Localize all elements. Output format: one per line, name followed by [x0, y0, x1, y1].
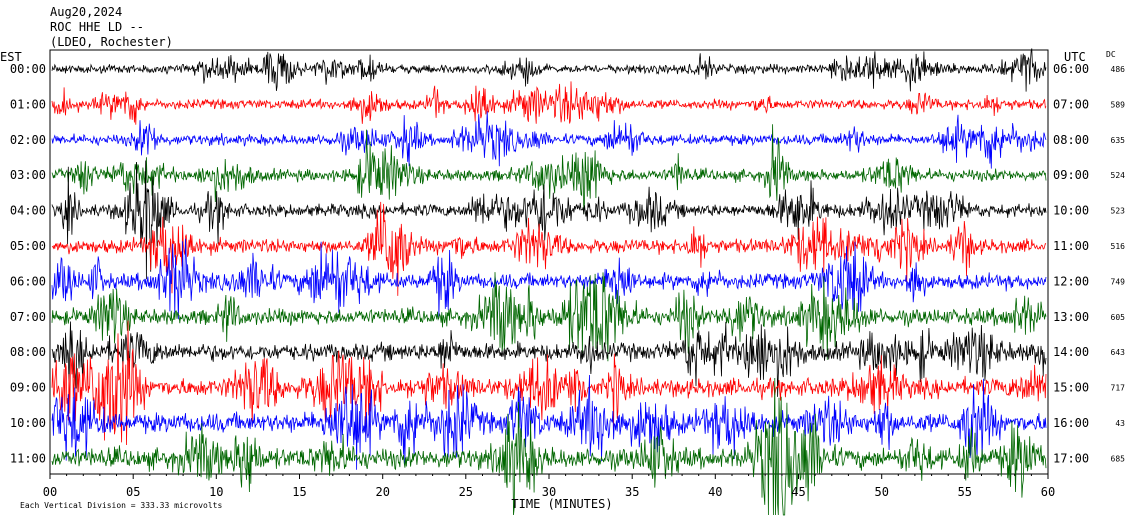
- trace-line-0300: [51, 124, 1047, 215]
- trace-line-1000: [51, 374, 1047, 470]
- row-dc-value: 685: [1111, 454, 1126, 463]
- x-tick-label: 15: [292, 485, 306, 499]
- trace-line-0200: [51, 111, 1047, 169]
- row-label-utc: 07:00: [1053, 97, 1089, 111]
- plot-frame: [49, 49, 1049, 475]
- row-label-local: 10:00: [10, 416, 46, 430]
- x-tick-label: 30: [542, 485, 556, 499]
- row-label-utc: 12:00: [1053, 274, 1089, 288]
- x-axis-title: TIME (MINUTES): [511, 497, 612, 511]
- x-tick-label: 00: [43, 485, 57, 499]
- row-label-group: 00:00 06:00 486 01:00 07:00 589 02:00 08:00 635 0…: [10, 62, 1125, 465]
- trace-line-0400: [51, 160, 1047, 280]
- row-dc-value: 516: [1111, 242, 1126, 251]
- row-label-utc: 10:00: [1053, 204, 1089, 218]
- row-label-local: 02:00: [10, 133, 46, 147]
- header-date: Aug20,2024: [50, 5, 122, 19]
- row-label-local: 09:00: [10, 381, 46, 395]
- left-axis-label: EST: [0, 50, 22, 64]
- scale-note: Each Vertical Division = 333.33 microvol…: [20, 501, 222, 510]
- row-label-utc: 14:00: [1053, 345, 1089, 359]
- x-tick-label: 50: [874, 485, 888, 499]
- row-label-utc: 16:00: [1053, 416, 1089, 430]
- row-label-local: 05:00: [10, 239, 46, 253]
- row-label-utc: 06:00: [1053, 62, 1089, 76]
- trace-line-0100: [51, 81, 1047, 125]
- x-tick-label: 60: [1041, 485, 1055, 499]
- row-label-utc: 08:00: [1053, 133, 1089, 147]
- row-label-local: 06:00: [10, 274, 46, 288]
- x-tick-label: 20: [375, 485, 389, 499]
- right-axis-label: UTC: [1064, 50, 1086, 64]
- row-dc-value: 717: [1111, 384, 1126, 393]
- row-label-local: 08:00: [10, 345, 46, 359]
- row-dc-value: 605: [1111, 313, 1126, 322]
- trace-line-0900: [51, 320, 1047, 446]
- trace-line-0000: [51, 48, 1047, 92]
- row-dc-value: 749: [1111, 277, 1126, 286]
- x-tick-label: 05: [126, 485, 140, 499]
- x-tick-label: 10: [209, 485, 223, 499]
- x-tick-group: 00 05 10 15 20 25 30 35 40 45 50 55 60: [43, 474, 1055, 499]
- row-dc-value: 589: [1111, 100, 1126, 109]
- row-dc-value: 524: [1111, 171, 1126, 180]
- row-label-utc: 13:00: [1053, 310, 1089, 324]
- trace-line-1100: [51, 377, 1047, 516]
- trace-group: [51, 48, 1047, 516]
- trace-line-0600: [51, 238, 1047, 320]
- header-network: (LDEO, Rochester): [50, 35, 173, 49]
- row-dc-value: 523: [1111, 207, 1126, 216]
- row-label-utc: 09:00: [1053, 168, 1089, 182]
- row-label-local: 01:00: [10, 97, 46, 111]
- row-dc-value: 635: [1111, 136, 1126, 145]
- row-label-utc: 17:00: [1053, 451, 1089, 465]
- row-dc-value: 643: [1111, 348, 1126, 357]
- row-label-local: 11:00: [10, 451, 46, 465]
- row-label-utc: 15:00: [1053, 381, 1089, 395]
- header-channel: ROC HHE LD --: [50, 20, 144, 34]
- row-label-local: 03:00: [10, 168, 46, 182]
- x-tick-label: 40: [708, 485, 722, 499]
- dc-label: DC: [1106, 50, 1116, 59]
- row-label-local: 00:00: [10, 62, 46, 76]
- row-label-utc: 11:00: [1053, 239, 1089, 253]
- x-tick-label: 35: [625, 485, 639, 499]
- row-dc-value: 486: [1111, 65, 1126, 74]
- x-tick-label: 45: [791, 485, 805, 499]
- row-label-local: 04:00: [10, 204, 46, 218]
- row-label-local: 07:00: [10, 310, 46, 324]
- trace-line-0700: [51, 272, 1047, 362]
- row-dc-value: 43: [1115, 419, 1125, 428]
- x-tick-label: 55: [958, 485, 972, 499]
- x-tick-label: 25: [459, 485, 473, 499]
- trace-line-0500: [51, 201, 1047, 296]
- trace-line-0800: [51, 321, 1047, 397]
